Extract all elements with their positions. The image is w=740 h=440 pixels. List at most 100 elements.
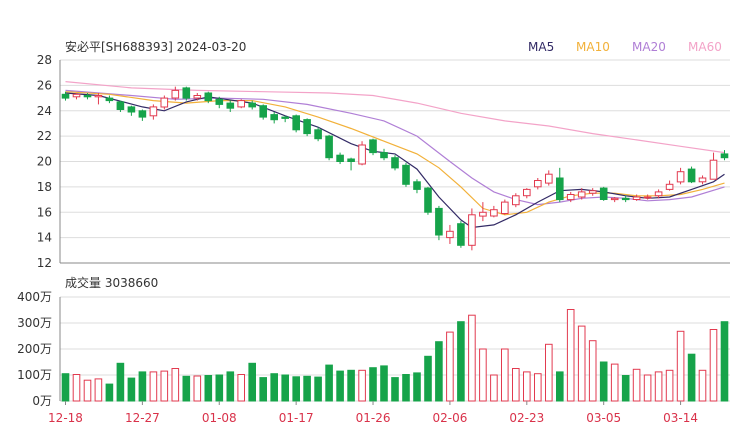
volume-bar <box>347 369 355 402</box>
candle <box>687 166 696 184</box>
price-tick-label: 22 <box>37 129 52 143</box>
volume-bar <box>556 371 564 402</box>
candle-body <box>402 164 410 185</box>
candle <box>457 221 465 248</box>
x-tick-label: 03-05 <box>586 411 621 425</box>
volume-bar <box>369 367 377 402</box>
candle-body <box>435 207 443 236</box>
volume-bar <box>303 375 311 402</box>
candle-body <box>116 101 125 111</box>
candle <box>226 100 235 113</box>
volume-bar <box>632 368 641 402</box>
candle-body <box>149 106 158 117</box>
candle-body <box>523 188 531 197</box>
candle <box>545 170 553 186</box>
candle-body <box>105 97 114 102</box>
candle <box>248 100 256 110</box>
candle-body <box>556 177 564 201</box>
price-tick-label: 26 <box>37 78 52 92</box>
candle <box>479 202 487 222</box>
volume-bar <box>182 375 191 402</box>
candle <box>512 193 520 208</box>
candle-body <box>270 114 278 121</box>
volume-bar <box>610 363 619 402</box>
candle <box>577 188 586 200</box>
volume-tick-label: 0万 <box>32 394 52 408</box>
candle <box>654 189 663 199</box>
volume-bar <box>270 373 278 402</box>
volume-bar <box>446 331 454 402</box>
candle-body <box>325 135 333 159</box>
candle <box>523 188 531 199</box>
volume-tick-label: 300万 <box>17 316 52 330</box>
price-tick-label: 18 <box>37 180 52 194</box>
x-tick-label: 12-18 <box>48 411 83 425</box>
candle <box>204 91 213 104</box>
volume-bar <box>534 373 542 402</box>
volume-bar <box>160 370 169 402</box>
price-tick-label: 12 <box>37 256 52 270</box>
date-x-axis: 12-18 12-27 01-08 01-17 01-26 02-06 02-23 03-05… <box>48 401 698 425</box>
chart-title: 安必平[SH688393] 2024-03-20 <box>65 39 246 54</box>
candle-body <box>654 191 663 197</box>
legend-ma10: MA10 <box>576 40 610 54</box>
candle-body <box>534 180 542 188</box>
candle-body <box>61 93 70 99</box>
volume-bar <box>457 321 465 402</box>
volume-bar <box>325 364 333 402</box>
volume-bar <box>171 368 180 402</box>
volume-bar <box>72 374 81 402</box>
candle <box>709 152 718 180</box>
candle-body <box>490 209 498 217</box>
volume-bar <box>698 369 707 402</box>
candle-body <box>479 211 487 217</box>
volume-panel: 0万 100万 200万 300万 400万 <box>17 290 730 408</box>
legend-ma5: MA5 <box>528 40 554 54</box>
candle <box>610 197 619 203</box>
candle-body <box>292 115 300 131</box>
candle <box>424 186 432 215</box>
volume-bar <box>687 353 696 402</box>
candle-body <box>215 98 224 105</box>
volume-title: 成交量 3038660 <box>65 275 158 290</box>
volume-bar <box>292 376 300 402</box>
candle <box>237 99 245 109</box>
line-ma60 <box>65 81 725 154</box>
volume-bar <box>259 377 267 402</box>
x-tick-label: 03-14 <box>663 411 698 425</box>
x-tick-label: 12-27 <box>125 411 160 425</box>
candle-body <box>83 95 92 98</box>
candle-body <box>698 177 707 183</box>
volume-bar <box>314 376 322 402</box>
candle-body <box>512 195 520 206</box>
candle-body <box>457 223 465 246</box>
volume-bar <box>523 371 531 402</box>
x-tick-label: 02-23 <box>509 411 544 425</box>
volume-bar <box>501 348 509 402</box>
candle <box>116 100 125 113</box>
candle-body <box>380 152 388 159</box>
candle <box>566 191 575 203</box>
volume-bar <box>676 330 685 402</box>
candle <box>259 104 267 120</box>
candle <box>303 118 311 137</box>
candle <box>369 138 377 156</box>
volume-bar <box>665 369 674 402</box>
candle <box>621 195 630 203</box>
candle-body <box>138 110 147 118</box>
candle-body <box>468 214 476 246</box>
candle <box>83 92 92 100</box>
candle-body <box>226 102 235 109</box>
candle <box>160 95 169 110</box>
volume-bar <box>545 343 553 402</box>
candle-body <box>358 144 366 165</box>
candle-body <box>577 191 586 198</box>
volume-bars <box>61 309 729 402</box>
candle-body <box>182 87 191 99</box>
candle-body <box>281 116 289 119</box>
candle-body <box>709 159 718 180</box>
candle-body <box>160 97 169 108</box>
x-tick-label: 01-26 <box>356 411 391 425</box>
candle <box>391 155 399 171</box>
